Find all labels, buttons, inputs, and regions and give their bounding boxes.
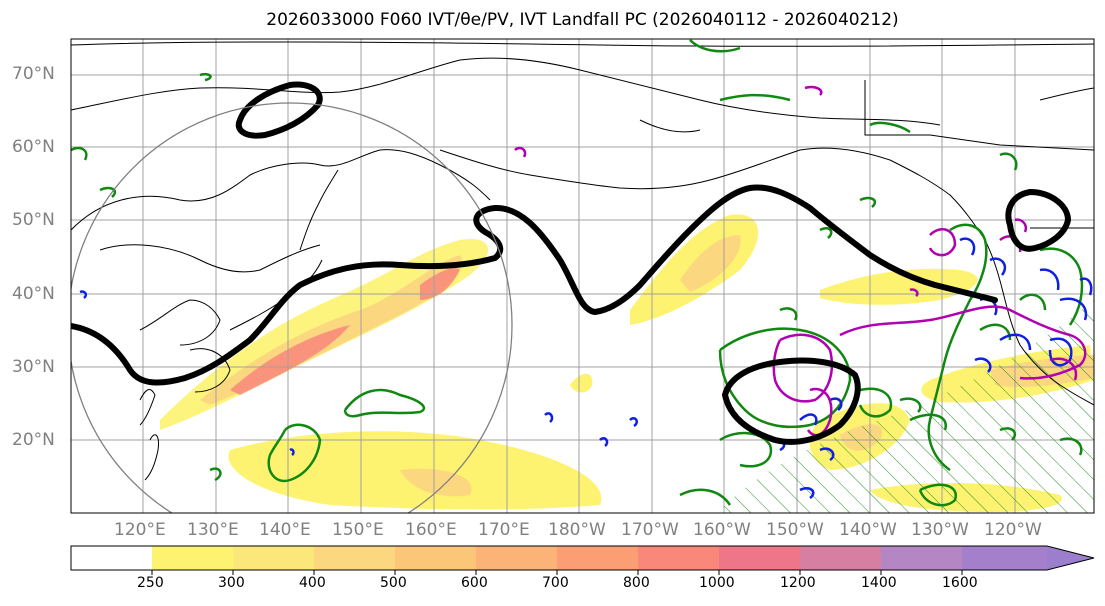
lon-label: 140°E — [259, 520, 311, 540]
lon-label: 130°W — [911, 520, 969, 540]
map-frame — [70, 38, 1095, 514]
theta-e-contours — [71, 39, 1084, 507]
lon-label: 150°W — [766, 520, 824, 540]
colorbar-tick-label: 300 — [218, 575, 245, 591]
colorbar-tick-label: 700 — [542, 575, 569, 591]
lon-label: 150°E — [332, 520, 384, 540]
colorbar-tick-label: 600 — [461, 575, 488, 591]
lon-label: 120°E — [114, 520, 166, 540]
colorbar-tick-label: 400 — [299, 575, 326, 591]
colorbar-tick-label: 1400 — [861, 575, 897, 591]
landfall-hatch — [720, 300, 1094, 513]
lat-label: 70°N — [12, 64, 55, 84]
lon-label: 160°E — [405, 520, 457, 540]
landfall-range-circle — [71, 102, 513, 513]
lon-label: 120°W — [984, 520, 1042, 540]
colorbar-tick-label: 1000 — [699, 575, 735, 591]
graticule — [71, 39, 1094, 513]
lat-label: 20°N — [12, 430, 55, 450]
lat-label: 60°N — [12, 137, 55, 157]
lat-label: 50°N — [12, 210, 55, 230]
lon-label: 180°W — [548, 520, 606, 540]
colorbar-tick-label: 800 — [623, 575, 650, 591]
lon-label: 140°W — [839, 520, 897, 540]
lat-label: 30°N — [12, 357, 55, 377]
colorbar-tick-label: 1600 — [942, 575, 978, 591]
pv-negative-contours — [79, 237, 1093, 499]
lon-label: 160°W — [693, 520, 751, 540]
colorbar-tick-label: 1200 — [780, 575, 816, 591]
lon-label: 170°E — [478, 520, 530, 540]
colorbar-tick-label: 500 — [380, 575, 407, 591]
lon-label: 170°W — [621, 520, 679, 540]
coastlines — [71, 41, 1094, 481]
colorbar — [70, 545, 1095, 575]
colorbar-tick-label: 250 — [137, 575, 164, 591]
lat-label: 40°N — [12, 284, 55, 304]
lon-label: 130°E — [187, 520, 239, 540]
map-title: 2026033000 F060 IVT/θe/PV, IVT Landfall … — [266, 10, 899, 30]
